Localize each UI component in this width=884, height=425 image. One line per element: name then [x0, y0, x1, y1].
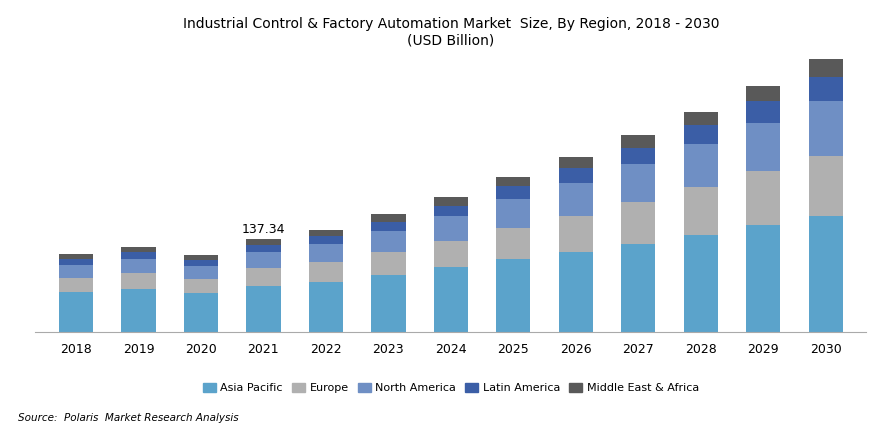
Bar	[559, 168, 593, 183]
Bar	[371, 222, 406, 231]
Bar	[746, 123, 781, 171]
Text: Source:  Polaris  Market Research Analysis: Source: Polaris Market Research Analysis	[18, 413, 239, 423]
Bar	[309, 262, 343, 282]
Bar	[247, 239, 280, 244]
Bar	[59, 265, 93, 278]
Bar	[121, 259, 156, 273]
Bar	[559, 183, 593, 215]
Bar	[121, 273, 156, 289]
Bar	[434, 198, 468, 206]
Bar	[247, 268, 280, 286]
Bar	[247, 244, 280, 252]
Bar	[309, 244, 343, 262]
Bar	[683, 187, 718, 235]
Bar	[247, 286, 280, 332]
Bar	[434, 241, 468, 267]
Bar	[809, 77, 842, 101]
Bar	[683, 125, 718, 144]
Bar	[746, 225, 781, 332]
Bar	[621, 164, 655, 202]
Bar	[809, 156, 842, 215]
Bar	[809, 60, 842, 77]
Bar	[184, 260, 218, 266]
Bar	[434, 206, 468, 216]
Bar	[809, 101, 842, 156]
Bar	[496, 176, 530, 186]
Bar	[184, 279, 218, 293]
Bar	[621, 147, 655, 164]
Bar	[559, 215, 593, 252]
Bar	[496, 259, 530, 332]
Bar	[184, 255, 218, 260]
Bar	[184, 293, 218, 332]
Bar	[496, 199, 530, 228]
Bar	[59, 259, 93, 265]
Legend: Asia Pacific, Europe, North America, Latin America, Middle East & Africa: Asia Pacific, Europe, North America, Lat…	[198, 379, 704, 398]
Bar	[121, 246, 156, 252]
Bar	[434, 216, 468, 241]
Bar	[309, 236, 343, 244]
Bar	[621, 244, 655, 332]
Bar	[309, 282, 343, 332]
Bar	[121, 289, 156, 332]
Bar	[559, 252, 593, 332]
Bar	[371, 275, 406, 332]
Bar	[746, 101, 781, 123]
Bar	[746, 171, 781, 225]
Bar	[559, 157, 593, 168]
Bar	[247, 252, 280, 268]
Bar	[59, 278, 93, 292]
Bar	[496, 186, 530, 199]
Bar	[121, 252, 156, 259]
Bar	[184, 266, 218, 279]
Bar	[59, 292, 93, 332]
Text: 137.34: 137.34	[241, 223, 286, 236]
Bar	[309, 230, 343, 236]
Bar	[809, 215, 842, 332]
Bar	[621, 136, 655, 147]
Bar	[683, 235, 718, 332]
Bar	[371, 252, 406, 275]
Bar	[371, 214, 406, 222]
Bar	[746, 85, 781, 101]
Title: Industrial Control & Factory Automation Market  Size, By Region, 2018 - 2030
(US: Industrial Control & Factory Automation …	[183, 17, 719, 47]
Bar	[371, 231, 406, 252]
Bar	[683, 112, 718, 125]
Bar	[434, 267, 468, 332]
Bar	[496, 228, 530, 259]
Bar	[59, 254, 93, 259]
Bar	[683, 144, 718, 187]
Bar	[621, 202, 655, 244]
